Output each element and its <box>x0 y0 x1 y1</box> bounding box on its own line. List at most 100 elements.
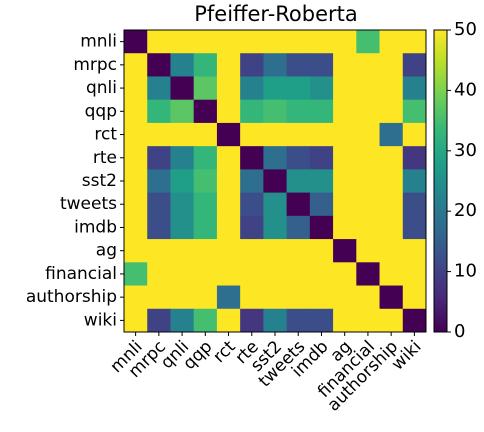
heatmap-cell <box>263 262 288 287</box>
heatmap-cell <box>286 239 311 263</box>
heatmap-cell <box>124 192 148 217</box>
y-tick-label: rct <box>94 125 117 145</box>
heatmap-cell <box>193 262 218 287</box>
y-tick-label: tweets <box>60 194 117 214</box>
heatmap-cell <box>263 99 288 124</box>
heatmap-cell <box>379 99 404 124</box>
heatmap-cell <box>286 146 311 170</box>
heatmap-cell <box>402 146 427 170</box>
colorbar <box>433 29 448 333</box>
y-tick-label: authorship <box>26 287 117 307</box>
heatmap-cell <box>124 122 148 147</box>
heatmap-cell <box>263 53 288 77</box>
heatmap-cell <box>170 239 195 263</box>
heatmap-cell <box>402 285 427 310</box>
heatmap-cell <box>309 122 334 147</box>
heatmap-cell <box>240 215 264 240</box>
heatmap-cell <box>124 285 148 310</box>
heatmap-cell <box>309 53 334 77</box>
heatmap-cell <box>170 285 195 310</box>
colorbar-tick-label: 40 <box>454 79 477 100</box>
heatmap-cell <box>193 308 218 333</box>
heatmap-cell <box>333 122 357 147</box>
heatmap-cell <box>333 30 357 54</box>
heatmap-cell <box>356 285 381 310</box>
heatmap-cell <box>309 285 334 310</box>
heatmap-cell <box>216 308 241 333</box>
heatmap-cell <box>333 99 357 124</box>
heatmap-cell <box>286 192 311 217</box>
heatmap-cell <box>333 308 357 333</box>
heatmap-cell <box>147 239 171 263</box>
y-tick-label: mrpc <box>73 55 117 75</box>
heatmap-cell <box>263 122 288 147</box>
heatmap-cell <box>333 285 357 310</box>
heatmap-cell <box>356 262 381 287</box>
heatmap-cell <box>309 146 334 170</box>
heatmap-cell <box>309 76 334 101</box>
heatmap-cell <box>124 146 148 170</box>
heatmap-cell <box>402 262 427 287</box>
heatmap-cell <box>356 146 381 170</box>
heatmap-cell <box>333 192 357 217</box>
heatmap-cell <box>216 122 241 147</box>
heatmap-cell <box>170 192 195 217</box>
heatmap-cell <box>402 76 427 101</box>
y-tick-label: wiki <box>84 310 117 330</box>
y-tick-label: financial <box>45 264 117 284</box>
heatmap-cell <box>216 53 241 77</box>
heatmap-cell <box>124 76 148 101</box>
colorbar-tick-label: 10 <box>454 261 477 282</box>
heatmap-cell <box>124 215 148 240</box>
heatmap-cell <box>263 285 288 310</box>
heatmap-cell <box>286 76 311 101</box>
heatmap-cell <box>356 215 381 240</box>
heatmap-cell <box>333 53 357 77</box>
heatmap-cell <box>402 215 427 240</box>
heatmap-cell <box>216 215 241 240</box>
heatmap-cell <box>124 169 148 194</box>
heatmap-cell <box>379 192 404 217</box>
heatmap-cell <box>240 30 264 54</box>
heatmap-cell <box>286 169 311 194</box>
heatmap-cell <box>263 76 288 101</box>
heatmap-cell <box>147 76 171 101</box>
heatmap-cell <box>193 239 218 263</box>
heatmap-cell <box>356 122 381 147</box>
y-tick-label: qnli <box>86 78 117 98</box>
heatmap-cell <box>379 169 404 194</box>
heatmap-cell <box>379 215 404 240</box>
heatmap-cell <box>193 99 218 124</box>
heatmap-cell <box>402 53 427 77</box>
heatmap-cell <box>356 239 381 263</box>
heatmap-cell <box>379 122 404 147</box>
heatmap-cell <box>170 30 195 54</box>
heatmap-cell <box>147 146 171 170</box>
heatmap-cell <box>263 192 288 217</box>
heatmap-cell <box>379 285 404 310</box>
heatmap-cell <box>240 53 264 77</box>
heatmap-cell <box>309 262 334 287</box>
heatmap-cell <box>124 53 148 77</box>
y-tick-label: imdb <box>74 217 117 237</box>
heatmap-cell <box>193 146 218 170</box>
heatmap-cell <box>240 146 264 170</box>
heatmap-cell <box>124 262 148 287</box>
heatmap-cell <box>147 169 171 194</box>
heatmap-cell <box>147 122 171 147</box>
y-tick-label: sst2 <box>82 171 117 191</box>
heatmap-cell <box>147 30 171 54</box>
heatmap-cell <box>333 215 357 240</box>
heatmap-cell <box>216 239 241 263</box>
heatmap-cell <box>263 146 288 170</box>
heatmap-cell <box>309 30 334 54</box>
heatmap-cell <box>216 146 241 170</box>
y-tick-label: ag <box>96 241 117 261</box>
heatmap-cell <box>333 239 357 263</box>
heatmap-cell <box>263 308 288 333</box>
heatmap-cell <box>309 239 334 263</box>
heatmap-cell <box>309 99 334 124</box>
heatmap-cell <box>193 30 218 54</box>
heatmap-cell <box>356 308 381 333</box>
